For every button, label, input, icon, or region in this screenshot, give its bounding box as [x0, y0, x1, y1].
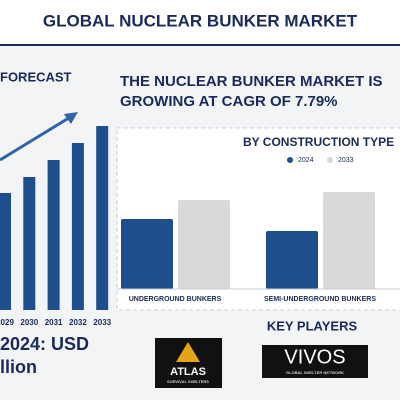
legend-swatch — [287, 157, 293, 163]
chart-title: BY CONSTRUCTION TYPE — [243, 135, 394, 149]
bar — [47, 160, 60, 310]
key-players-title: KEY PLAYERS — [267, 318, 358, 333]
headline: THE NUCLEAR BUNKER MARKET IS — [120, 73, 383, 90]
headline: GROWING AT CAGR OF 7.79% — [120, 93, 338, 110]
forecast-label: FORECAST — [0, 69, 72, 84]
bar — [121, 219, 173, 289]
x-tick-label: 2031 — [45, 318, 63, 327]
bar — [178, 200, 230, 289]
x-tick-label: SEMI-UNDERGROUND BUNKERS — [264, 296, 376, 303]
legend-label: 2033 — [338, 157, 354, 164]
logo-icon — [176, 342, 200, 362]
growth-arrow — [0, 114, 73, 162]
arrow-head — [64, 112, 78, 124]
x-tick-label: 2033 — [93, 318, 111, 327]
bar — [266, 231, 318, 289]
bar — [23, 177, 36, 310]
market-value: llion — [0, 357, 37, 377]
title: GLOBAL NUCLEAR BUNKER MARKET — [43, 11, 358, 30]
logo-tagline: GLOBAL SHELTER NETWORK — [286, 370, 344, 375]
bar — [96, 126, 109, 310]
logo — [262, 345, 368, 378]
logo-name: ATLAS — [170, 366, 206, 378]
bar — [0, 193, 11, 310]
x-tick-label: 2032 — [69, 318, 87, 327]
x-tick-label: UNDERGROUND BUNKERS — [129, 296, 222, 303]
legend-swatch — [327, 157, 333, 163]
header-band — [0, 0, 400, 45]
bar — [71, 143, 84, 310]
x-tick-label: 2030 — [20, 318, 38, 327]
bar — [323, 192, 375, 289]
legend-label: 2024 — [298, 157, 314, 164]
logo-name: VIVOS — [284, 346, 345, 368]
market-value: 2024: USD — [0, 334, 89, 354]
x-tick-label: 2029 — [0, 318, 14, 327]
logo-tagline: SURVIVAL SHELTERS — [167, 379, 209, 384]
